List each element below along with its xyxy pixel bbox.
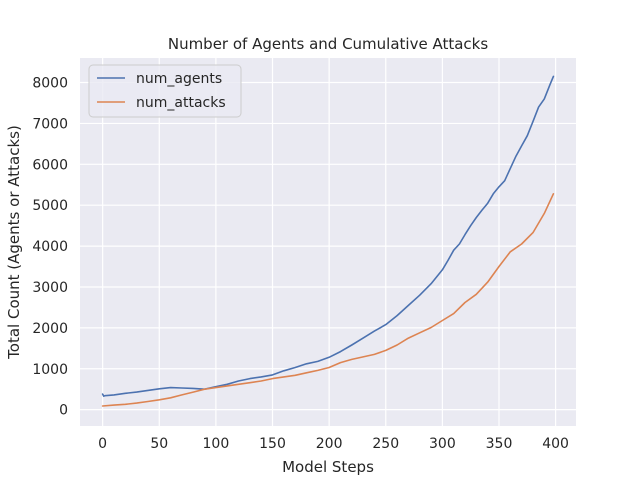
x-tick-label: 150 — [259, 436, 286, 452]
y-tick-label: 0 — [59, 403, 68, 419]
legend-label-num-agents: num_agents — [136, 71, 222, 87]
y-tick-label: 6000 — [32, 157, 68, 173]
legend-label-num-attacks: num_attacks — [136, 95, 226, 111]
y-tick-label: 3000 — [32, 280, 68, 296]
y-tick-label: 4000 — [32, 239, 68, 255]
x-tick-label: 0 — [98, 436, 107, 452]
x-tick-label: 350 — [486, 436, 513, 452]
series-group — [101, 75, 555, 407]
x-tick-label: 250 — [372, 436, 399, 452]
y-tick-label: 1000 — [32, 362, 68, 378]
plot-background — [80, 58, 576, 426]
series-line-num-agents — [101, 75, 555, 398]
legend: num_agents num_attacks — [88, 64, 242, 118]
y-tick-label: 5000 — [32, 198, 68, 214]
y-tick-label: 7000 — [32, 116, 68, 132]
x-tick-label: 100 — [203, 436, 230, 452]
grid — [80, 58, 576, 426]
y-tick-label: 8000 — [32, 76, 68, 92]
x-tick-label: 300 — [429, 436, 456, 452]
x-tick-label: 50 — [150, 436, 168, 452]
legend-box — [88, 64, 242, 118]
x-tick-label: 200 — [316, 436, 343, 452]
y-tick-label: 2000 — [32, 321, 68, 337]
series-line-num-attacks — [101, 193, 555, 407]
chart-title: Number of Agents and Cumulative Attacks — [168, 35, 488, 53]
x-axis-label: Model Steps — [282, 458, 374, 476]
tick-labels: 0 50 100 150 200 250 300 350 4000100020003000400… — [32, 76, 569, 452]
x-tick-label: 400 — [542, 436, 569, 452]
y-axis-label: Total Count (Agents or Attacks) — [5, 125, 23, 360]
